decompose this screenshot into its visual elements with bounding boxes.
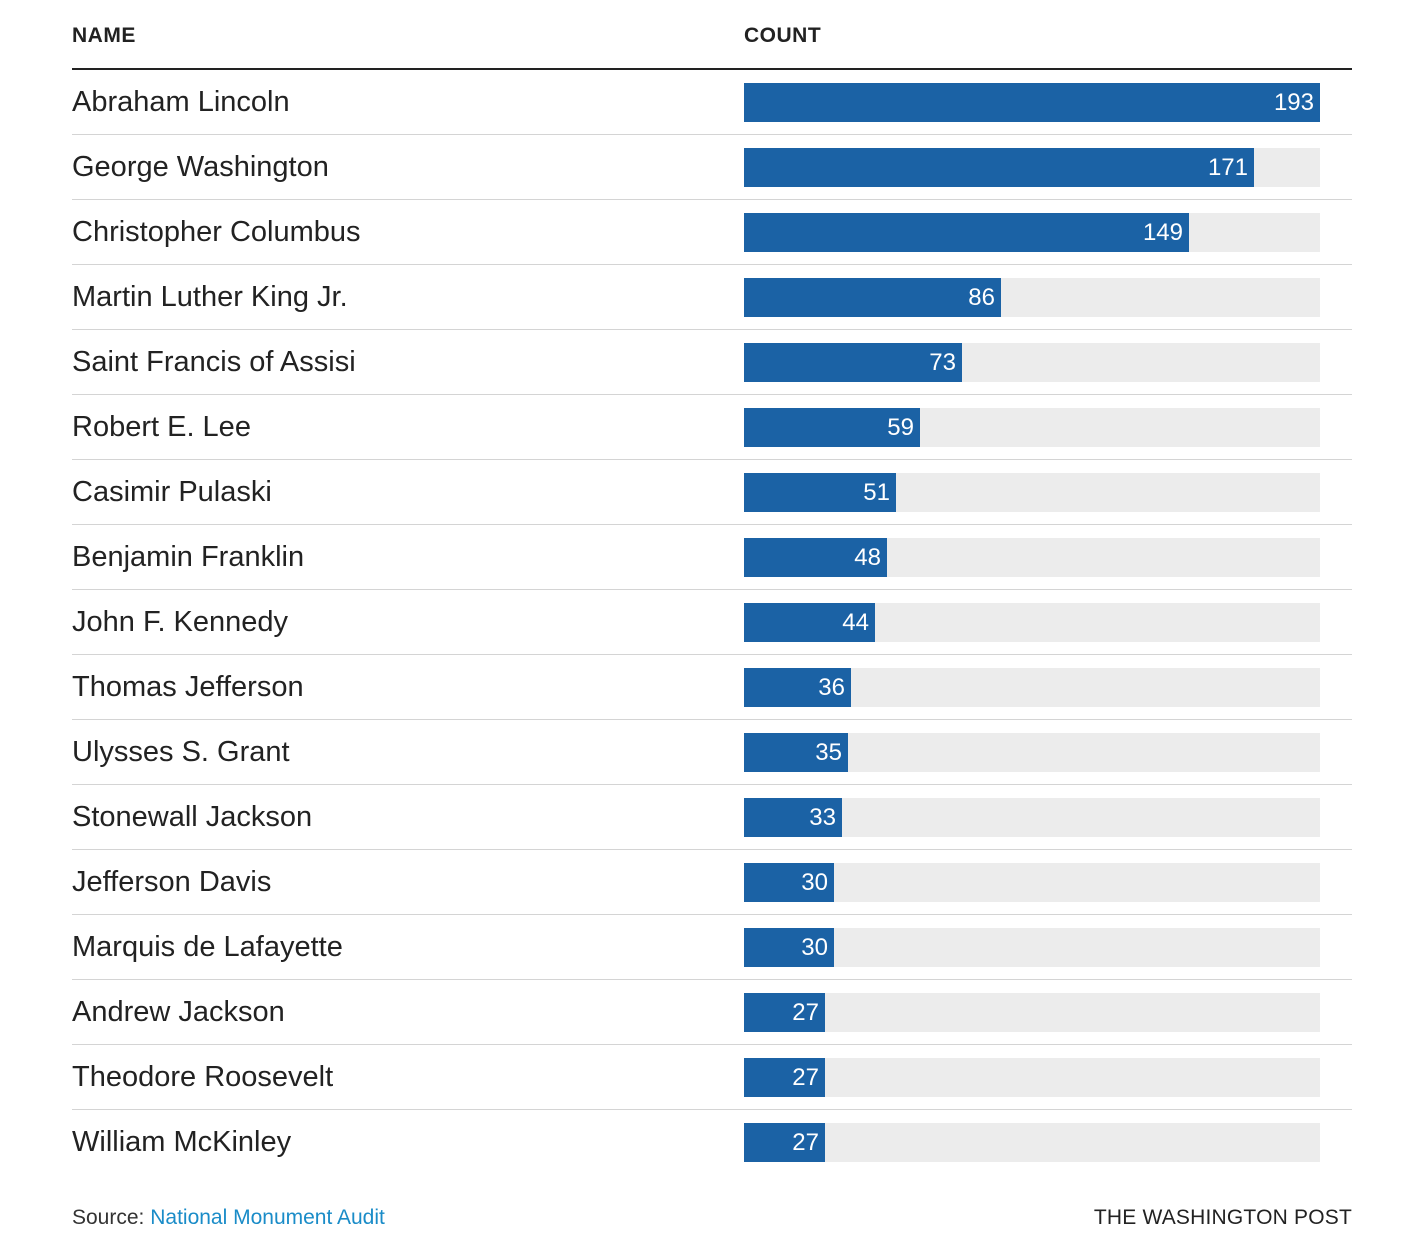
source-prefix: Source: [72,1206,145,1229]
table-row: Christopher Columbus 149 [72,200,1352,265]
bar-track: 30 [744,928,1320,967]
bar-track: 171 [744,148,1320,187]
row-name: Abraham Lincoln [72,86,290,118]
table-row: Benjamin Franklin 48 [72,525,1352,590]
bar-track: 48 [744,538,1320,577]
bar-value-label: 48 [854,544,881,571]
row-name: William McKinley [72,1126,292,1158]
bar-value-label: 149 [1142,219,1183,246]
bar-track: 30 [744,863,1320,902]
bar-track: 27 [744,993,1320,1032]
row-name: Saint Francis of Assisi [72,346,356,378]
row-name: Christopher Columbus [72,216,361,248]
row-name: Robert E. Lee [72,411,251,443]
table-row: Thomas Jefferson 36 [72,655,1352,720]
bar: 86 [744,278,1001,317]
bar: 27 [744,993,825,1032]
bar-track: 27 [744,1058,1320,1097]
bar: 193 [744,83,1320,122]
bar-track: 59 [744,408,1320,447]
row-name: George Washington [72,151,329,183]
bar-track: 193 [744,83,1320,122]
bar-track: 33 [744,798,1320,837]
bar: 51 [744,473,896,512]
credit: THE WASHINGTON POST [1093,1206,1352,1229]
row-name: Theodore Roosevelt [72,1061,334,1093]
row-name: John F. Kennedy [72,606,289,638]
bar-value-label: 27 [792,999,819,1026]
table-row: William McKinley 27 [72,1110,1352,1174]
table-row: Stonewall Jackson 33 [72,785,1352,850]
bar-value-label: 86 [968,284,995,311]
table-row: Martin Luther King Jr. 86 [72,265,1352,330]
table-row: Andrew Jackson 27 [72,980,1352,1045]
bar-track: 149 [744,213,1320,252]
table-header: NAME COUNT [72,0,1352,70]
bar-track: 27 [744,1123,1320,1162]
bar-value-label: 51 [863,479,890,506]
bar: 27 [744,1058,825,1097]
table-row: Casimir Pulaski 51 [72,460,1352,525]
table-row: Saint Francis of Assisi 73 [72,330,1352,395]
table-row: Jefferson Davis 30 [72,850,1352,915]
bar: 27 [744,1123,825,1162]
bar-track: 51 [744,473,1320,512]
bar-value-label: 59 [887,414,914,441]
table-row: Theodore Roosevelt 27 [72,1045,1352,1110]
table-row: John F. Kennedy 44 [72,590,1352,655]
bar-track: 35 [744,733,1320,772]
bar: 36 [744,668,851,707]
row-name: Ulysses S. Grant [72,736,290,768]
row-name: Martin Luther King Jr. [72,281,348,313]
bar-track: 44 [744,603,1320,642]
bar: 171 [744,148,1254,187]
bar-track: 36 [744,668,1320,707]
table-rows: Abraham Lincoln 193 George Washington 171 Ch… [72,70,1352,1174]
bar-value-label: 30 [801,934,828,961]
row-name: Thomas Jefferson [72,671,304,703]
bar-value-label: 30 [801,869,828,896]
row-name: Stonewall Jackson [72,801,313,833]
row-name: Benjamin Franklin [72,541,305,573]
bar: 30 [744,863,834,902]
source-note: Source: National Monument Audit [72,1206,385,1230]
row-name: Jefferson Davis [72,866,272,898]
bar: 33 [744,798,842,837]
table-row: Abraham Lincoln 193 [72,70,1352,135]
bar-value-label: 171 [1207,154,1248,181]
bar-value-label: 36 [818,674,845,701]
source-link[interactable]: National Monument Audit [150,1206,385,1229]
footer: Source: National Monument Audit THE WASH… [72,1202,1352,1234]
row-name: Casimir Pulaski [72,476,272,508]
bar-track: 73 [744,343,1320,382]
bar: 44 [744,603,875,642]
bar-value-label: 44 [842,609,869,636]
table-row: Marquis de Lafayette 30 [72,915,1352,980]
bar: 59 [744,408,920,447]
table-row: George Washington 171 [72,135,1352,200]
bar-value-label: 193 [1273,89,1314,116]
row-name: Marquis de Lafayette [72,931,343,963]
bar: 48 [744,538,887,577]
bar-value-label: 27 [792,1064,819,1091]
row-name: Andrew Jackson [72,996,285,1028]
table-row: Robert E. Lee 59 [72,395,1352,460]
count-column-header: COUNT [744,24,822,47]
bar: 30 [744,928,834,967]
bar-track: 86 [744,278,1320,317]
bar-value-label: 73 [929,349,956,376]
bar-value-label: 33 [809,804,836,831]
chart-table: NAME COUNT Abraham Lincoln 193 George Wash… [72,0,1352,1174]
bar: 149 [744,213,1189,252]
name-column-header: NAME [72,24,136,47]
bar: 73 [744,343,962,382]
bar: 35 [744,733,848,772]
bar-value-label: 35 [815,739,842,766]
table-row: Ulysses S. Grant 35 [72,720,1352,785]
bar-value-label: 27 [792,1129,819,1156]
